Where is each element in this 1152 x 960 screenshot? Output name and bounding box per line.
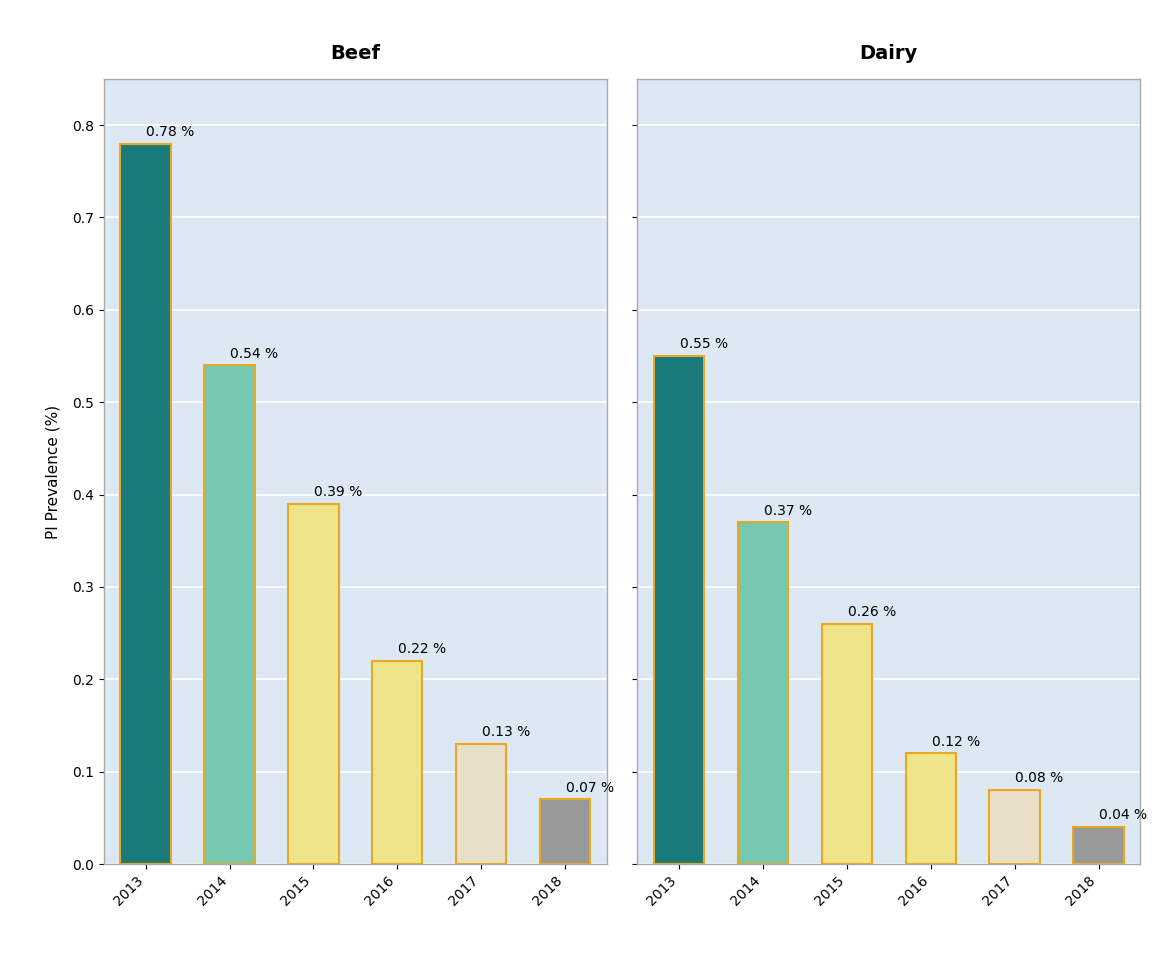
Bar — [456, 744, 507, 864]
Bar — [654, 356, 704, 864]
Bar — [905, 754, 956, 864]
Text: 0.37 %: 0.37 % — [764, 504, 812, 517]
Bar — [737, 522, 788, 864]
Bar — [990, 790, 1040, 864]
Text: 0.39 %: 0.39 % — [314, 485, 363, 499]
Text: 0.22 %: 0.22 % — [399, 642, 446, 657]
Bar — [204, 365, 255, 864]
Text: Beef: Beef — [331, 44, 380, 63]
Bar — [121, 144, 170, 864]
Bar — [821, 624, 872, 864]
Bar — [372, 660, 423, 864]
Text: 0.07 %: 0.07 % — [566, 780, 614, 795]
Y-axis label: PI Prevalence (%): PI Prevalence (%) — [46, 404, 61, 539]
Text: 0.08 %: 0.08 % — [1016, 772, 1063, 785]
Text: Dairy: Dairy — [859, 44, 918, 63]
Text: 0.78 %: 0.78 % — [146, 125, 195, 139]
Text: 0.55 %: 0.55 % — [680, 337, 728, 351]
Text: 0.54 %: 0.54 % — [230, 347, 279, 361]
Bar — [288, 504, 339, 864]
Text: 0.13 %: 0.13 % — [482, 726, 530, 739]
Text: 0.26 %: 0.26 % — [848, 605, 896, 619]
Bar — [1074, 828, 1123, 864]
Text: 0.12 %: 0.12 % — [932, 734, 980, 749]
Text: 0.04 %: 0.04 % — [1099, 808, 1147, 823]
Bar — [540, 800, 590, 864]
